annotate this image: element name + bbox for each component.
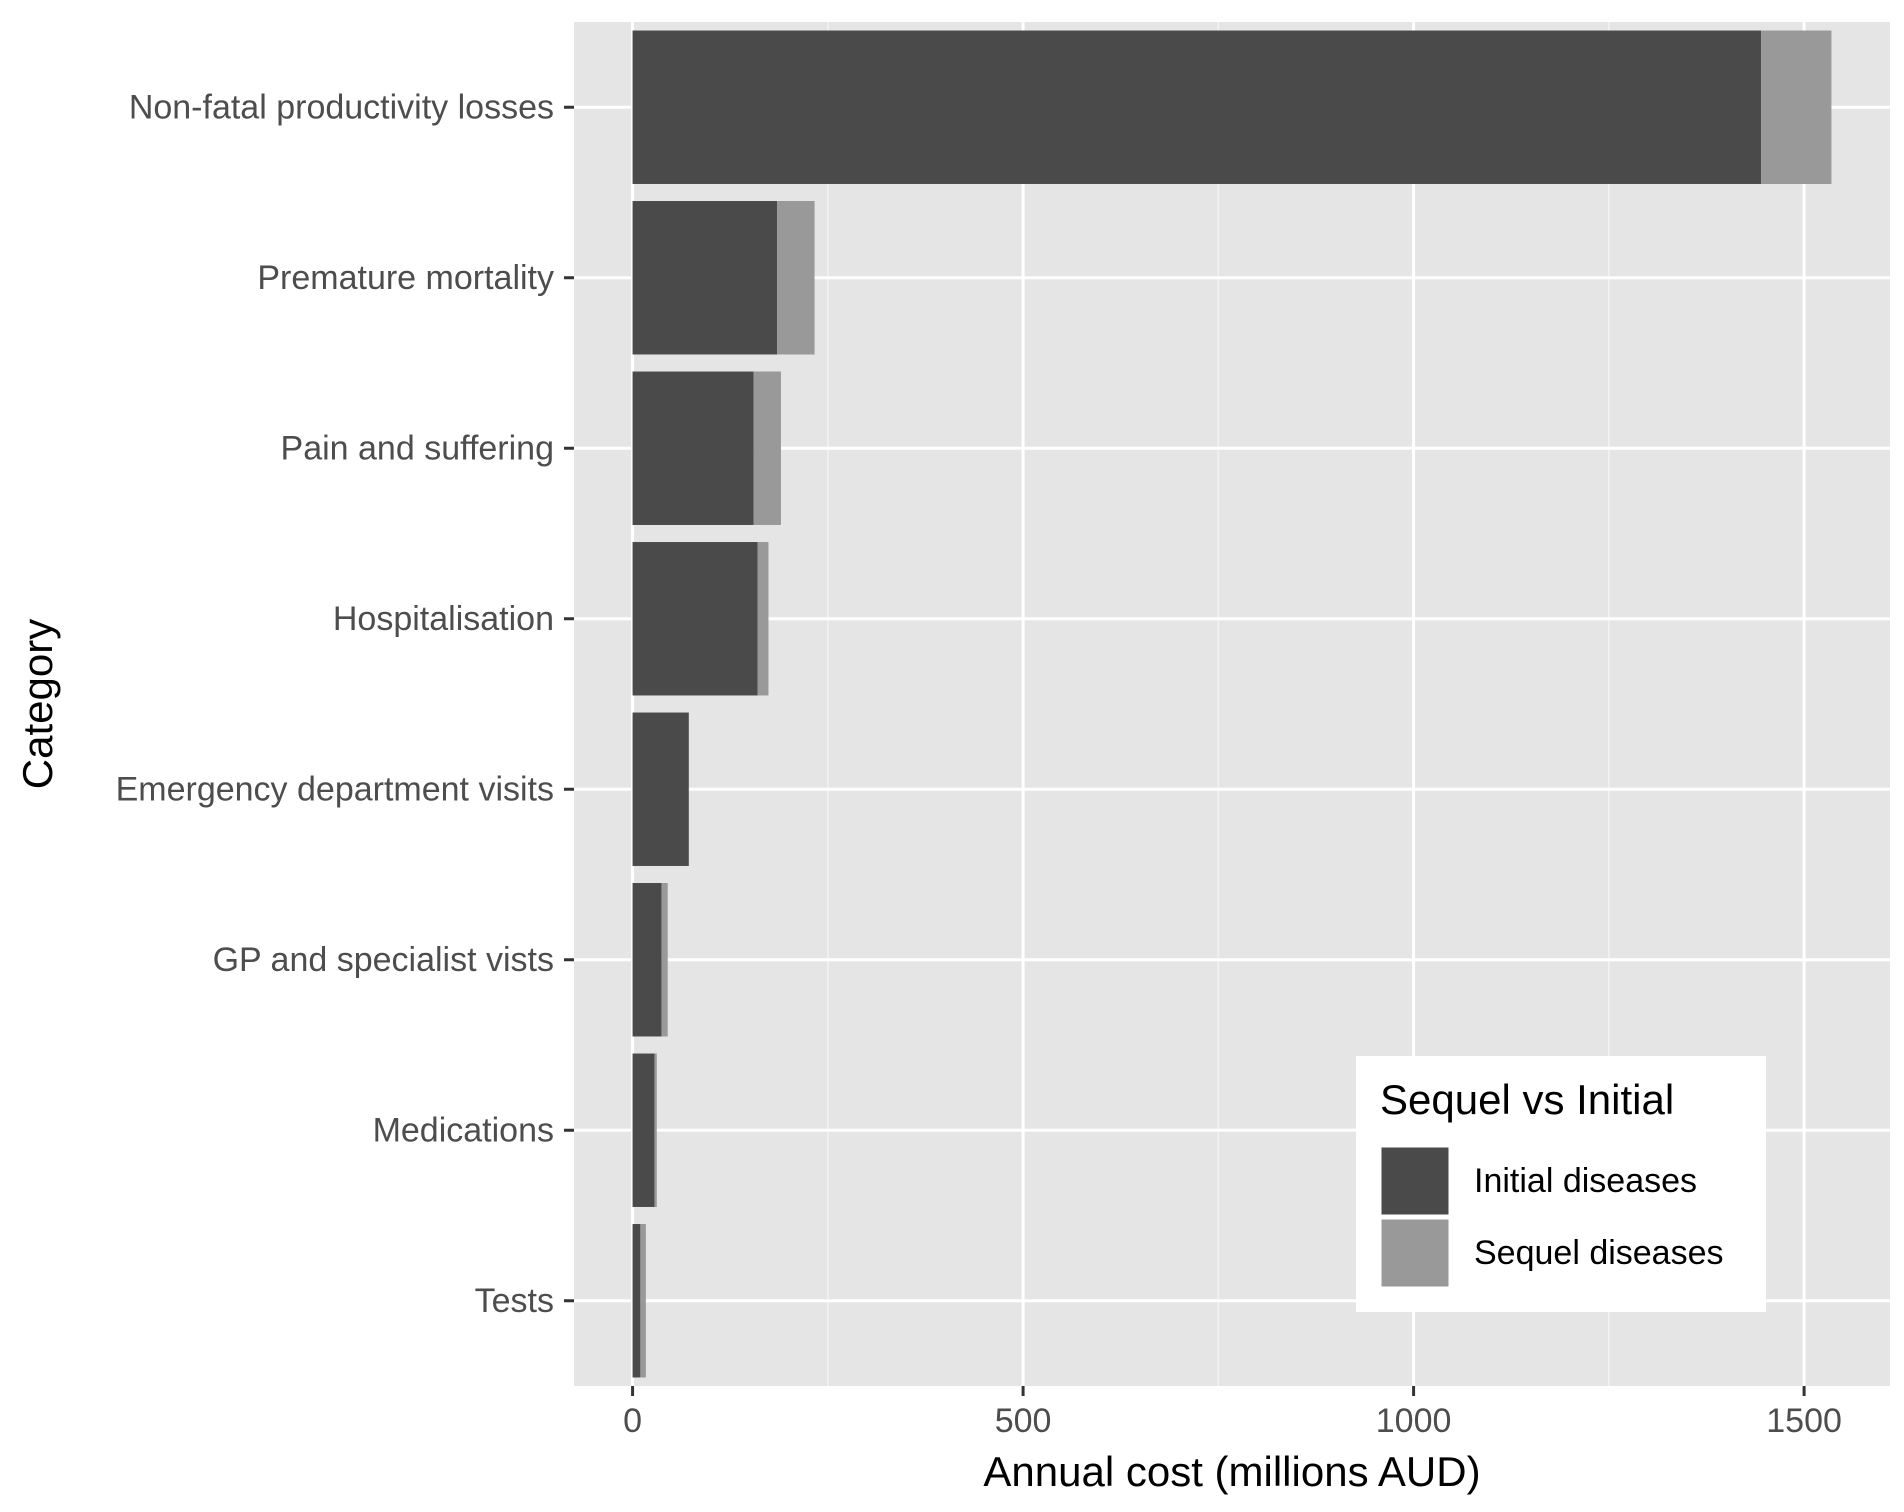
y-axis: Non-fatal productivity losses Premature m… [116, 88, 574, 1320]
y-tick-label: Hospitalisation [333, 600, 554, 638]
x-tick-label: 1000 [1376, 1402, 1452, 1440]
bar [632, 371, 754, 525]
x-tick-label: 500 [995, 1402, 1052, 1440]
bar [640, 1224, 646, 1378]
x-axis: 0 500 1000 1500 [623, 1386, 1842, 1440]
y-tick-label: Pain and suffering [281, 429, 554, 467]
bar [632, 712, 689, 866]
bar [632, 1053, 655, 1207]
bar [661, 883, 668, 1037]
bar [632, 883, 662, 1037]
bar [777, 201, 815, 355]
bar [632, 1224, 641, 1378]
bar [632, 542, 758, 696]
x-tick-label: 0 [623, 1402, 642, 1440]
legend: Sequel vs Initial Initial diseases Sequel… [1356, 1056, 1766, 1312]
bar [632, 30, 1762, 184]
y-tick-label: Emergency department visits [116, 770, 554, 808]
x-tick-label: 1500 [1766, 1402, 1842, 1440]
legend-label: Sequel diseases [1474, 1234, 1724, 1272]
bar [654, 1053, 657, 1207]
legend-swatch [1378, 1216, 1452, 1290]
bar [632, 201, 778, 355]
y-tick-label: GP and specialist vists [213, 941, 554, 979]
legend-entries: Initial diseases Sequel diseases [1378, 1144, 1724, 1290]
x-axis-title: Annual cost (millions AUD) [983, 1448, 1480, 1495]
bar [753, 371, 781, 525]
legend-title: Sequel vs Initial [1380, 1076, 1674, 1123]
y-tick-label: Medications [373, 1111, 554, 1149]
y-tick-label: Premature mortality [257, 259, 554, 297]
y-axis-title: Category [14, 619, 61, 789]
bar [1761, 30, 1832, 184]
y-tick-label: Non-fatal productivity losses [129, 88, 554, 126]
bars [632, 30, 1832, 1378]
y-tick-label: Tests [475, 1282, 554, 1320]
legend-swatch [1378, 1144, 1452, 1218]
legend-label: Initial diseases [1474, 1162, 1697, 1200]
bar [757, 542, 769, 696]
